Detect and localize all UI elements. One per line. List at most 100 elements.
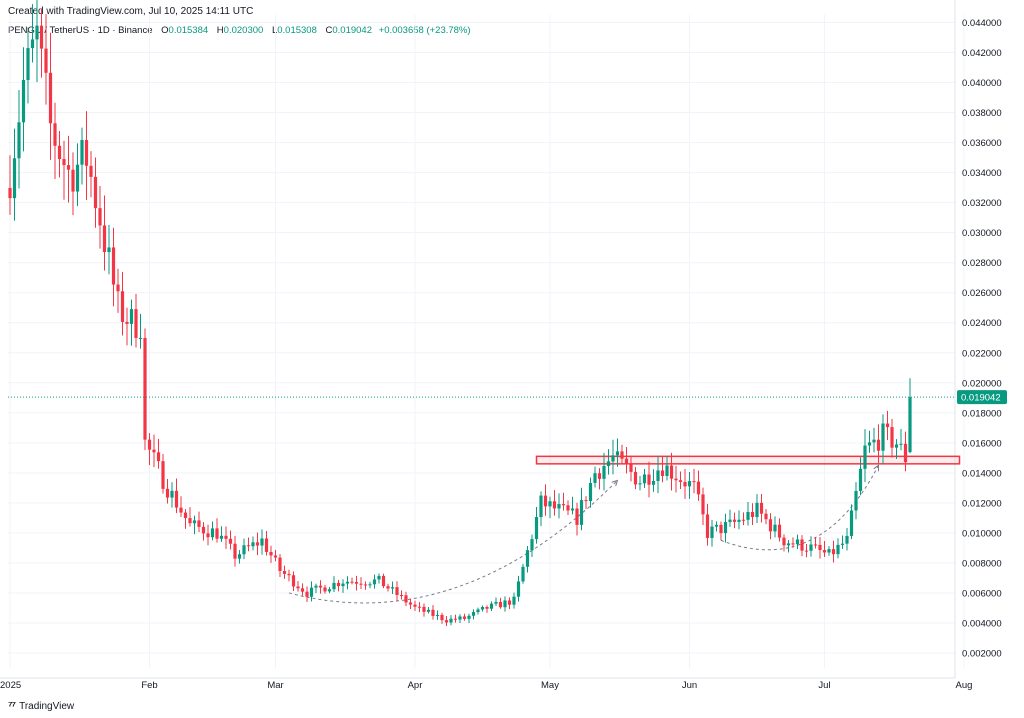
- candle-body: [840, 543, 845, 545]
- candle-body: [638, 483, 642, 485]
- candle-body: [516, 581, 521, 597]
- y-tick-label: 0.010000: [962, 528, 1002, 539]
- candle-body: [759, 502, 764, 514]
- candle-body: [665, 465, 669, 476]
- candle-body: [710, 526, 714, 538]
- candle-body: [300, 588, 305, 592]
- candle-body: [642, 474, 647, 484]
- candle-body: [786, 543, 791, 546]
- candle-body: [30, 39, 35, 49]
- candle-body: [489, 603, 494, 609]
- candle-body: [17, 122, 21, 159]
- cup-arc: [720, 465, 879, 551]
- candle-body: [818, 544, 822, 551]
- candle-body: [849, 510, 854, 536]
- candle-body: [354, 581, 359, 584]
- candle-body: [894, 444, 899, 448]
- candle-body: [21, 79, 26, 123]
- candle-body: [858, 468, 863, 491]
- candle-body: [152, 449, 156, 453]
- footer-brand[interactable]: TradingView: [19, 700, 75, 712]
- candle-body: [588, 482, 593, 502]
- candle-body: [98, 208, 102, 226]
- price-axis[interactable]: 0.002000 0.004000 0.006000 0.008000 0.010000…: [954, 0, 1002, 678]
- candle-body: [809, 544, 813, 551]
- candle-body: [363, 584, 368, 586]
- candle-body: [548, 501, 552, 507]
- candle-body: [867, 442, 872, 446]
- y-tick-label: 0.008000: [962, 558, 1002, 569]
- candle-body: [165, 488, 170, 498]
- candle-body: [669, 465, 674, 479]
- candle-body: [201, 526, 206, 534]
- candle-body: [647, 474, 651, 485]
- time-axis[interactable]: 2025 Feb Mar Apr May Jun Jul Aug: [0, 677, 972, 691]
- candle-body: [908, 397, 912, 453]
- candle-body: [228, 538, 233, 544]
- candle-body: [728, 519, 732, 523]
- candle-body: [26, 48, 30, 80]
- candle-body: [120, 291, 125, 322]
- x-tick-label: Jul: [818, 680, 830, 691]
- candle-body: [579, 500, 584, 525]
- candle-body: [179, 507, 183, 513]
- candle-body: [467, 615, 471, 619]
- candle-body: [651, 480, 656, 485]
- candle-body: [431, 609, 435, 616]
- candle-body: [701, 494, 705, 515]
- candle-body: [44, 48, 48, 73]
- candle-body: [804, 550, 809, 552]
- candle-body: [903, 443, 908, 463]
- candle-body: [332, 582, 336, 590]
- last-price-tag-label: 0.019042: [961, 393, 1001, 404]
- candle-body: [251, 542, 255, 547]
- candle-body: [215, 528, 219, 539]
- candle-body: [129, 309, 134, 324]
- cup-arcs[interactable]: [288, 464, 880, 604]
- candle-body: [755, 502, 759, 518]
- candle-body: [719, 524, 723, 534]
- candle-body: [629, 464, 633, 472]
- candle-body: [48, 72, 53, 124]
- candle-body: [66, 165, 71, 170]
- resistance-zone[interactable]: [535, 455, 961, 465]
- candle-body: [746, 511, 750, 520]
- candle-body: [359, 583, 363, 585]
- candle-body: [84, 140, 89, 166]
- candle-body: [336, 582, 341, 587]
- candle-body: [156, 452, 161, 462]
- candle-body: [147, 439, 152, 450]
- candle-body: [593, 473, 597, 483]
- candle-body: [692, 481, 696, 483]
- candle-body: [134, 309, 138, 338]
- x-tick-label: May: [541, 680, 559, 691]
- candle-body: [561, 504, 566, 506]
- candle-body: [417, 606, 422, 608]
- candle-body: [683, 481, 687, 487]
- candle-body: [53, 123, 57, 146]
- candle-body: [296, 586, 300, 589]
- candle-body: [854, 490, 858, 511]
- y-tick-label: 0.022000: [962, 348, 1002, 359]
- candle-body: [444, 620, 449, 623]
- candle-body: [660, 470, 665, 476]
- candle-body: [615, 451, 620, 456]
- candle-body: [876, 439, 881, 451]
- tv-logo-icon[interactable]: ⁷⁷: [8, 700, 16, 712]
- high-value: 0.020300: [223, 25, 264, 36]
- candle-body: [813, 544, 818, 546]
- y-tick-label: 0.018000: [962, 408, 1002, 419]
- candle-body: [57, 145, 62, 160]
- y-tick-label: 0.036000: [962, 138, 1002, 149]
- symbol-title[interactable]: PENGU / TetherUS · 1D · Binance: [8, 25, 153, 36]
- candle-body: [125, 321, 129, 324]
- candle-body: [206, 533, 210, 538]
- y-tick-label: 0.016000: [962, 438, 1002, 449]
- candle-body: [485, 606, 489, 609]
- candle-body: [494, 601, 498, 604]
- open-value: 0.015384: [168, 25, 209, 36]
- candle-body: [822, 550, 827, 553]
- candle-body: [116, 284, 120, 292]
- candle-body: [323, 587, 327, 592]
